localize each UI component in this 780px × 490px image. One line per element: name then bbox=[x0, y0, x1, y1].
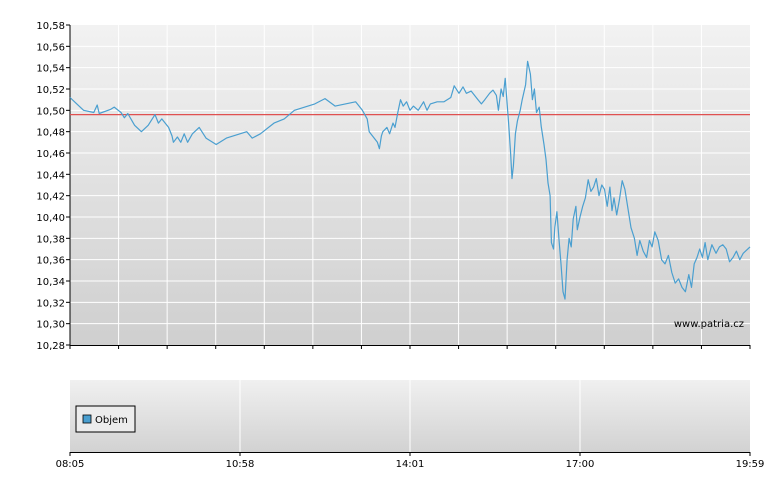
price-x-ticks bbox=[69, 345, 751, 349]
price-y-tick-label: 10,52 bbox=[36, 85, 65, 96]
price-y-tick-label: 10,46 bbox=[36, 149, 65, 160]
watermark-text: www.patria.cz bbox=[674, 319, 744, 330]
price-y-tick-label: 10,38 bbox=[36, 234, 65, 245]
price-y-tick-label: 10,56 bbox=[36, 42, 65, 53]
volume-x-tick-label: 08:05 bbox=[56, 459, 85, 470]
price-y-tick-label: 10,34 bbox=[36, 277, 65, 288]
volume-gridlines bbox=[239, 380, 581, 452]
price-y-tick-label: 10,28 bbox=[36, 341, 65, 352]
volume-legend-swatch bbox=[82, 414, 92, 424]
price-y-tick-label: 10,50 bbox=[36, 106, 65, 117]
price-series-line bbox=[69, 60, 751, 300]
volume-x-tick-label: 17:00 bbox=[566, 459, 595, 470]
volume-legend: Objem bbox=[75, 405, 136, 433]
price-y-tick-label: 10,30 bbox=[36, 320, 65, 331]
volume-panel: 08:05 10:58 14:01 17:00 19:59 Objem bbox=[56, 380, 765, 470]
volume-x-tick-label: 19:59 bbox=[736, 459, 765, 470]
price-y-tick-label: 10,58 bbox=[36, 21, 65, 32]
price-y-tick-label: 10,32 bbox=[36, 298, 65, 309]
price-y-tick-label: 10,54 bbox=[36, 64, 65, 75]
price-y-tick-label: 10,42 bbox=[36, 192, 65, 203]
volume-x-tick-label: 14:01 bbox=[396, 459, 425, 470]
volume-x-axis: 08:05 10:58 14:01 17:00 19:59 bbox=[56, 452, 765, 470]
price-y-tick-label: 10,36 bbox=[36, 256, 65, 267]
price-y-tick-label: 10,44 bbox=[36, 170, 65, 181]
price-y-tick-label: 10,48 bbox=[36, 128, 65, 139]
price-y-axis: 10,58 10,56 10,54 10,52 10,50 10,48 10,46 10,44… bbox=[36, 21, 70, 352]
price-gridlines bbox=[70, 25, 750, 345]
volume-x-tick-label: 10:58 bbox=[226, 459, 255, 470]
volume-legend-label: Objem bbox=[95, 415, 128, 426]
price-panel: 10,58 10,56 10,54 10,52 10,50 10,48 10,46 10,44… bbox=[36, 21, 751, 352]
price-y-tick-label: 10,40 bbox=[36, 213, 65, 224]
